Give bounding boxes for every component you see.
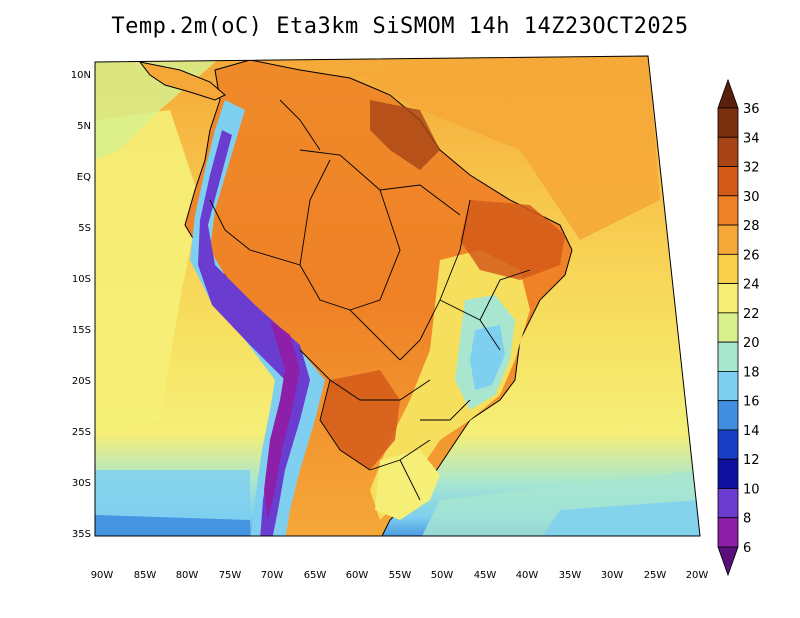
colorbar-swatch	[717, 195, 739, 226]
colorbar-swatch	[717, 166, 739, 197]
lat-label: 35S	[72, 529, 91, 540]
colorbar-label: 16	[743, 395, 760, 410]
colorbar-label: 12	[743, 453, 760, 468]
north-coast-hot	[370, 100, 440, 170]
colorbar-swatch	[717, 312, 739, 343]
lon-label: 25W	[644, 570, 667, 581]
lon-label: 45W	[474, 570, 497, 581]
northeast-hot	[460, 200, 565, 280]
lon-label: 55W	[389, 570, 412, 581]
lon-label: 85W	[134, 570, 157, 581]
lon-label: 75W	[219, 570, 242, 581]
lon-label: 65W	[304, 570, 327, 581]
pacific-cool-area	[95, 110, 200, 430]
lat-label: 10N	[71, 70, 91, 81]
atlantic-warm-area	[350, 56, 660, 240]
south-brazil	[375, 450, 440, 520]
lon-label: 70W	[261, 570, 284, 581]
colorbar-swatch	[717, 488, 739, 519]
colorbar-swatch	[717, 253, 739, 284]
southern-pacific-colder	[95, 515, 250, 536]
lat-label: 15S	[72, 325, 91, 336]
lat-label: EQ	[77, 172, 91, 183]
colorbar-label: 18	[743, 365, 760, 380]
central-america-land	[138, 61, 226, 101]
colorbar-label: 28	[743, 219, 760, 234]
lat-label: 10S	[72, 274, 91, 285]
lon-label: 30W	[601, 570, 624, 581]
lat-label: 20S	[72, 376, 91, 387]
colorbar-label: 32	[743, 161, 760, 176]
colorbar-swatch	[717, 136, 739, 167]
colorbar-label: 14	[743, 424, 760, 439]
lon-label: 50W	[431, 570, 454, 581]
colorbar-bottom-arrow	[717, 546, 739, 577]
longitude-axis: 90W 85W 80W 75W 70W 65W 60W 55W 50W 45W …	[91, 570, 709, 581]
colorbar-label: 26	[743, 248, 760, 263]
highlands-cold	[470, 325, 505, 390]
colorbar-swatch	[717, 429, 739, 460]
colorbar-swatch	[717, 283, 739, 314]
colorbar-label: 10	[743, 482, 760, 497]
lon-label: 20W	[686, 570, 709, 581]
latitude-axis: 10N 5N EQ 5S 10S 15S 20S 25S 30S 35S	[71, 70, 91, 540]
lat-label: 5N	[77, 121, 91, 132]
colorbar-top-arrow	[717, 78, 739, 109]
map-field	[95, 56, 700, 536]
colorbar-label: 30	[743, 190, 760, 205]
colorbar-label: 36	[743, 102, 760, 117]
lat-label: 5S	[78, 223, 91, 234]
map-frame	[94, 55, 701, 537]
lon-label: 80W	[176, 570, 199, 581]
lon-label: 60W	[346, 570, 369, 581]
lon-label: 40W	[516, 570, 539, 581]
interior-hot	[320, 370, 400, 470]
colorbar-swatch	[717, 341, 739, 372]
colorbar-label: 22	[743, 307, 760, 322]
map-title: Temp.2m(oC) Eta3km SiSMOM 14h 14Z23OCT20…	[111, 14, 689, 39]
colorbar-swatch	[717, 458, 739, 489]
colorbar-swatch	[717, 517, 739, 548]
lat-label: 30S	[72, 478, 91, 489]
lon-label: 90W	[91, 570, 114, 581]
colorbar-swatch	[717, 224, 739, 255]
colorbar-swatch	[717, 400, 739, 431]
andes-peak	[264, 320, 300, 520]
lat-label: 25S	[72, 427, 91, 438]
colorbar-label: 6	[743, 541, 751, 556]
south-atlantic-cold	[540, 500, 700, 536]
colorbar: 36 34 32 30 28 26 24 22 20 18 16 14 12 10 8 6	[717, 78, 760, 577]
colorbar-label: 8	[743, 512, 751, 527]
colorbar-label: 34	[743, 131, 760, 146]
colorbar-label: 24	[743, 278, 760, 293]
colorbar-swatch	[717, 370, 739, 402]
colorbar-swatch	[717, 107, 739, 138]
lon-label: 35W	[559, 570, 582, 581]
country-borders	[209, 99, 531, 501]
colorbar-label: 20	[743, 336, 760, 351]
